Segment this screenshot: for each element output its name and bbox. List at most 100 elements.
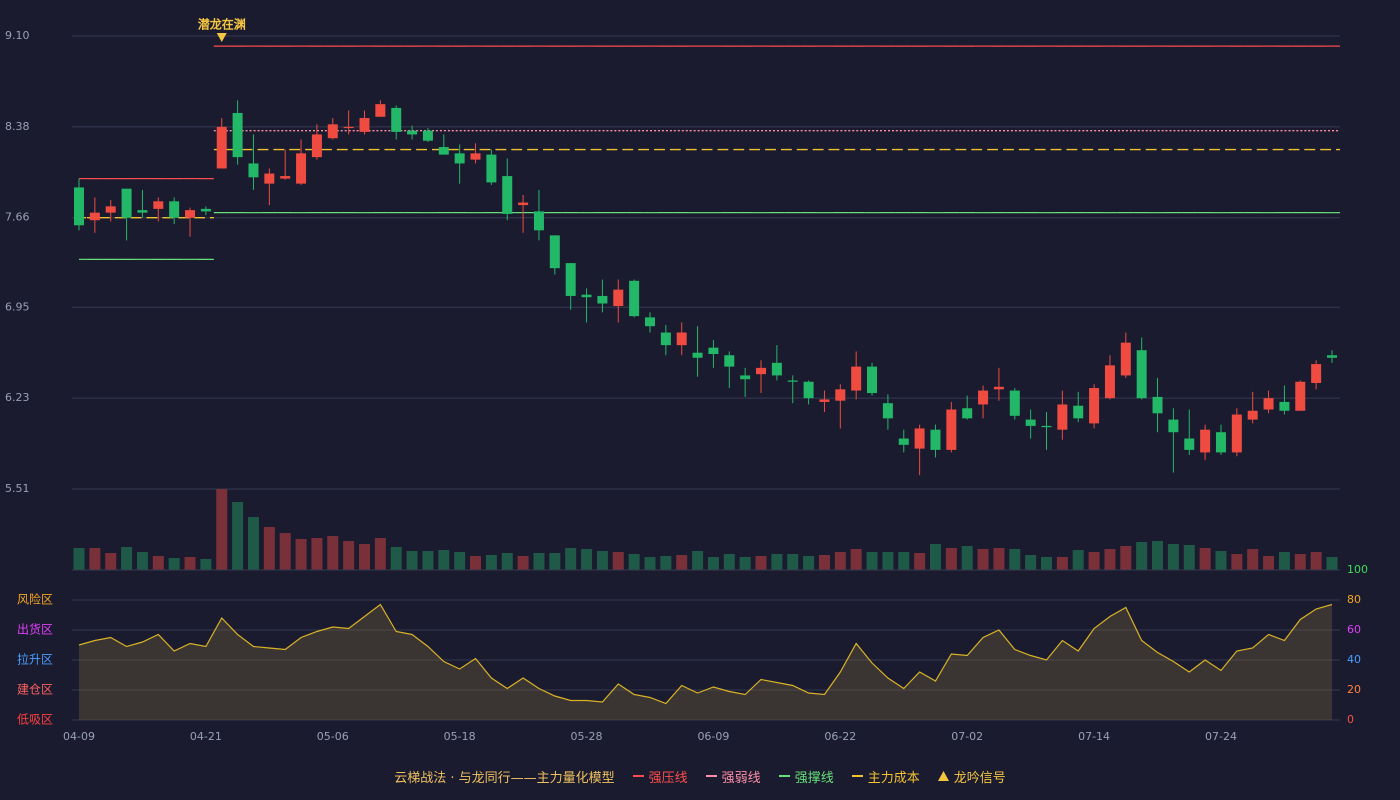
legend-marker	[937, 771, 949, 781]
indicator-tick-label: 0	[1347, 713, 1354, 726]
volume-bar	[89, 548, 101, 570]
volume-bar	[739, 557, 751, 570]
legend-marker	[851, 775, 863, 777]
zone-label: 拉升区	[17, 652, 53, 667]
legend-label: 强撑线	[794, 770, 834, 786]
volume-bar	[295, 539, 307, 570]
y-tick-label: 9.10	[5, 29, 30, 42]
candle-body	[137, 210, 148, 213]
candle-body	[1089, 388, 1100, 424]
volume-bar	[533, 553, 545, 570]
volume-bar	[1231, 554, 1243, 570]
signal-marker	[216, 33, 227, 42]
volume-bar	[374, 538, 386, 570]
y-tick-label: 7.66	[5, 211, 30, 224]
volume-bar	[105, 553, 117, 570]
candle-body	[1200, 429, 1211, 453]
legend-triangle	[937, 771, 949, 781]
y-tick-label: 6.23	[5, 391, 30, 404]
volume-bar	[771, 554, 783, 570]
candle-body	[486, 154, 497, 183]
candle-body	[1311, 364, 1322, 384]
candle-body	[1057, 404, 1068, 430]
candle-body	[502, 176, 513, 214]
candle-body	[708, 347, 719, 354]
volume-bar	[723, 554, 735, 570]
candle-body	[74, 187, 84, 226]
candle-body	[1073, 405, 1084, 419]
candle-body	[89, 212, 100, 221]
volume-bar	[279, 533, 291, 570]
volume-bar	[1041, 557, 1053, 570]
volume-bar	[438, 550, 450, 570]
volume-bar	[152, 556, 164, 570]
candle-body	[629, 280, 640, 317]
volume-bar	[961, 546, 973, 570]
volume-bar	[390, 547, 402, 570]
y-tick-label: 5.51	[5, 482, 30, 495]
volume-bar	[247, 517, 259, 570]
chart: 9.10 8.38 7.66 6.95 6.23 5.51 潜龙在渊 0 20 40 60 80 100…	[5, 17, 1368, 744]
volume-bar	[1136, 542, 1148, 570]
legend-item: 主力成本	[851, 767, 920, 786]
volume-bar	[834, 552, 846, 570]
candle-body	[962, 408, 973, 419]
x-tick-label: 07-24	[1205, 730, 1237, 743]
volume-bar	[850, 549, 862, 570]
candle-body	[1104, 365, 1115, 399]
volume-bar	[232, 502, 244, 570]
candle-body	[1120, 342, 1131, 376]
candle-body	[1025, 419, 1036, 426]
candle-body	[280, 176, 291, 179]
indicator-tick-label: 100	[1347, 563, 1368, 576]
signal-label: 潜龙在渊	[198, 17, 246, 32]
volume-bar	[470, 556, 482, 570]
candle-body	[121, 188, 132, 218]
candle-body	[264, 173, 275, 184]
indicator-tick-label: 20	[1347, 683, 1361, 696]
volume-bar	[866, 552, 878, 570]
volume-bar	[628, 554, 640, 570]
volume-bar	[1056, 557, 1068, 570]
legend-item: 龙吟信号	[937, 767, 1006, 786]
volume-bar	[1120, 546, 1132, 570]
volume-bar	[977, 549, 989, 570]
candle-body	[644, 317, 655, 327]
volume-bar	[914, 553, 926, 570]
volume-bar	[311, 538, 323, 570]
legend-item: 强弱线	[705, 767, 761, 786]
candle-body	[1215, 432, 1226, 453]
volume-bar	[1104, 549, 1116, 570]
volume-bar	[184, 557, 196, 570]
candle-body	[740, 375, 751, 380]
volume-bar	[136, 552, 148, 570]
indicator-tick-label: 60	[1347, 623, 1361, 636]
candle-body	[438, 147, 449, 155]
legend-title: 云梯战法 · 与龙同行——主力量化模型	[394, 770, 615, 786]
candle-body	[756, 367, 767, 375]
volume-bar	[581, 549, 593, 570]
legend-item: 强压线	[632, 767, 688, 786]
volume-bar	[1310, 552, 1322, 570]
candle-body	[1295, 381, 1306, 411]
candle-body	[105, 206, 116, 213]
candle-body	[565, 263, 576, 296]
candle-body	[835, 389, 846, 401]
candle-body	[216, 126, 227, 169]
volume-bar	[1199, 548, 1211, 570]
indicator-tick-label: 40	[1347, 653, 1361, 666]
candle-body	[1231, 414, 1242, 453]
candle-body	[581, 294, 592, 298]
volume-bar	[1025, 555, 1037, 570]
candle-body	[407, 130, 418, 135]
candle-body	[946, 409, 957, 450]
candle-body	[914, 428, 925, 449]
volume-bar	[422, 551, 434, 570]
x-tick-label: 04-09	[63, 730, 95, 743]
candle-body	[1041, 425, 1052, 428]
legend-marker	[705, 775, 717, 777]
candle-body	[993, 386, 1004, 390]
candle-body	[660, 332, 671, 346]
volume-bar	[1167, 544, 1179, 570]
volume-bar	[565, 548, 577, 570]
